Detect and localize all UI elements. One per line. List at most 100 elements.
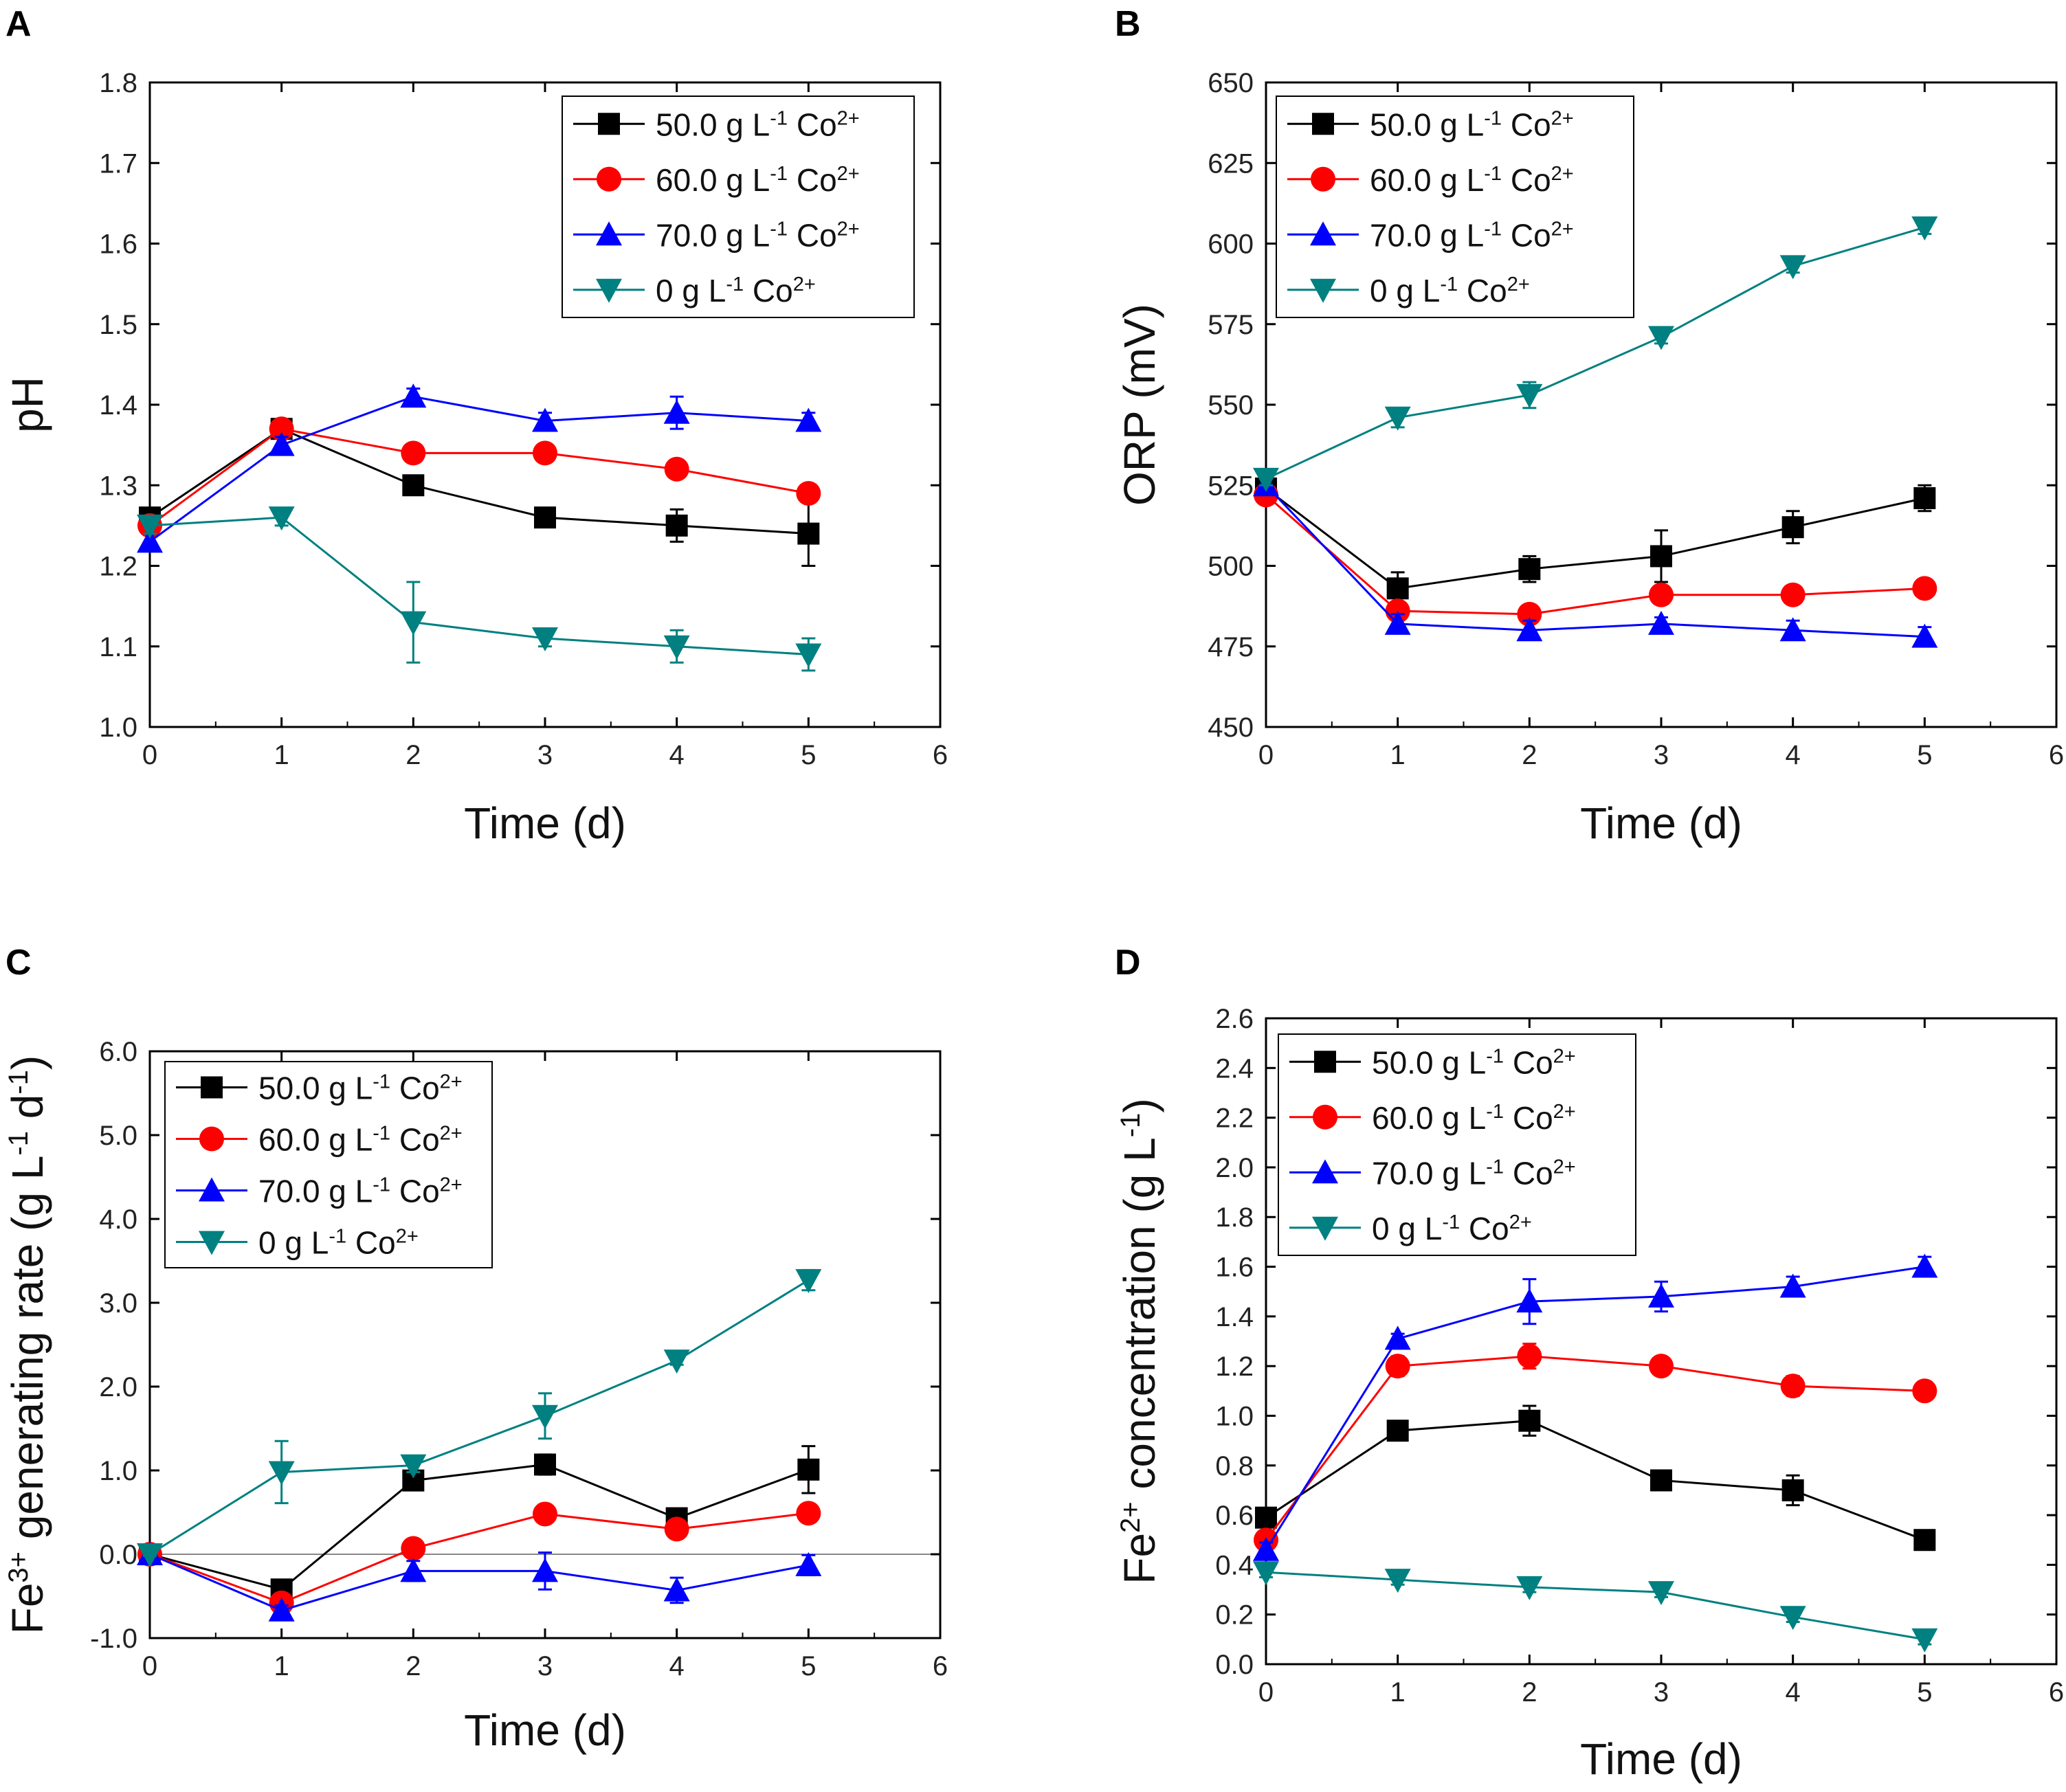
legend: 50.0 g L-1 Co2+60.0 g L-1 Co2+70.0 g L-1… [164, 1061, 493, 1268]
data-point [268, 1597, 295, 1622]
y-tick-label: 4.0 [99, 1205, 137, 1235]
panel-letter-a: A [5, 4, 32, 44]
label-part: -1 [329, 1226, 346, 1248]
y-axis-label: ORP (mV) [1115, 304, 1164, 506]
x-tick-label: 5 [801, 740, 816, 770]
label-part: -1 [1442, 1211, 1460, 1233]
y-tick-label: 1.4 [1215, 1302, 1254, 1332]
x-tick-label: 3 [1654, 740, 1669, 770]
data-point [532, 1404, 558, 1429]
data-point [1518, 1409, 1541, 1432]
data-point [533, 440, 557, 466]
data-point [795, 1552, 822, 1576]
label-part: -1 [1486, 1156, 1504, 1178]
label-part: -1 [373, 1174, 390, 1196]
label-part: Co [1504, 1155, 1553, 1191]
data-point [137, 514, 163, 539]
data-point [1516, 617, 1543, 642]
data-point [400, 1558, 427, 1582]
data-point [1912, 1378, 1937, 1404]
x-tick-label: 1 [1390, 740, 1406, 770]
y-tick-label: -1.0 [90, 1624, 137, 1654]
data-point [532, 407, 558, 432]
label-part: -1 [3, 1131, 34, 1156]
series-line [1265, 226, 1925, 480]
data-point [664, 456, 689, 482]
data-point [269, 416, 294, 442]
label-part: Co [1504, 1044, 1553, 1080]
y-tick-label: 1.5 [99, 310, 137, 340]
y-tick-label: 1.7 [99, 148, 137, 179]
y-tick-label: 0.4 [1215, 1550, 1254, 1580]
panel-a: A 0 1 2 3 4 5 6 1.0 1.1 1.2 1.3 1.4 1.5 1.6 1.7 1.8 Time… [3, 4, 948, 848]
x-tick-label: 6 [2049, 1677, 2064, 1707]
label-part: 2+ [440, 1174, 463, 1196]
y-tick-label: 3.0 [99, 1288, 137, 1319]
label-part: 0 g L [656, 273, 726, 309]
series-s0 [1253, 1561, 1938, 1653]
y-tick-label: 1.1 [99, 632, 137, 662]
x-tick-label: 4 [669, 740, 685, 770]
label-part: 50.0 g L [258, 1071, 373, 1106]
label-part: 70.0 g L [1370, 217, 1484, 253]
legend-marker [199, 1231, 225, 1255]
legend: 50.0 g L-1 Co2+60.0 g L-1 Co2+70.0 g L-1… [1276, 96, 1634, 318]
series-s70 [137, 1541, 822, 1622]
series-line [1265, 1571, 1925, 1641]
panel-b: B 0 1 2 3 4 5 6 450 475 500 525 550 575 600 625 650 Time… [1115, 4, 2064, 848]
x-tick-label: 3 [537, 1651, 553, 1681]
series-line [1265, 494, 1925, 616]
x-tick-label: 1 [274, 1651, 289, 1681]
data-point [1384, 610, 1411, 635]
y-tick-label: 1.3 [99, 471, 137, 501]
x-tick-label: 2 [1522, 740, 1537, 770]
x-axis-label: Time (d) [464, 1705, 626, 1755]
label-part: 2+ [1553, 1045, 1576, 1067]
data-point [400, 1454, 427, 1479]
legend-marker [1314, 1051, 1336, 1073]
y-axis-label: Fe3+ generating rate (g L-1 d-1) [3, 1055, 52, 1635]
y-tick-label: 2.2 [1215, 1104, 1254, 1134]
label-part: Co [788, 217, 837, 253]
data-point [137, 1543, 163, 1567]
legend-label: 0 g L-1 Co2+ [258, 1225, 419, 1261]
label-part: 2+ [837, 163, 860, 185]
data-point [1255, 1506, 1277, 1529]
y-tick-label: 1.6 [99, 229, 137, 260]
series-line [149, 1512, 809, 1604]
x-axis-label: Time (d) [464, 798, 626, 848]
data-point [663, 399, 690, 424]
label-part: -1 [373, 1071, 390, 1093]
label-part: 60.0 g L [258, 1122, 373, 1158]
data-point [795, 1269, 822, 1294]
data-point [1384, 1569, 1411, 1593]
y-axis-label: pH [3, 377, 52, 433]
x-tick-label: 5 [801, 1651, 816, 1681]
series-line [149, 516, 809, 656]
y-axis-label: Fe2+ concentration (g L-1) [1115, 1098, 1164, 1584]
x-tick-label: 0 [142, 740, 157, 770]
label-part: 0 g L [258, 1225, 329, 1261]
legend-marker [1312, 113, 1334, 135]
data-point [1781, 1479, 1804, 1501]
x-axis-label: Time (d) [1580, 798, 1742, 848]
label-part: 2+ [396, 1226, 419, 1248]
legend-marker [1312, 1159, 1338, 1184]
label-part: 2+ [837, 218, 860, 240]
label-part: 2+ [793, 273, 816, 295]
data-point [1779, 617, 1806, 642]
y-tick-label: 6.0 [99, 1037, 137, 1067]
y-tick-label: 1.0 [1215, 1401, 1254, 1431]
y-tick-label: 1.8 [1215, 1202, 1254, 1233]
legend-marker [201, 1076, 223, 1099]
data-point [1911, 1253, 1938, 1278]
label-part: 70.0 g L [656, 217, 770, 253]
label-part: -1 [1440, 273, 1458, 295]
label-part: Co [1502, 107, 1551, 142]
data-point [1780, 582, 1806, 607]
x-tick-label: 2 [406, 1651, 421, 1681]
legend-label: 0 g L-1 Co2+ [1370, 273, 1530, 309]
x-tick-label: 3 [537, 740, 553, 770]
label-part: Co [788, 107, 837, 142]
y-tick-label: 1.0 [99, 713, 137, 743]
